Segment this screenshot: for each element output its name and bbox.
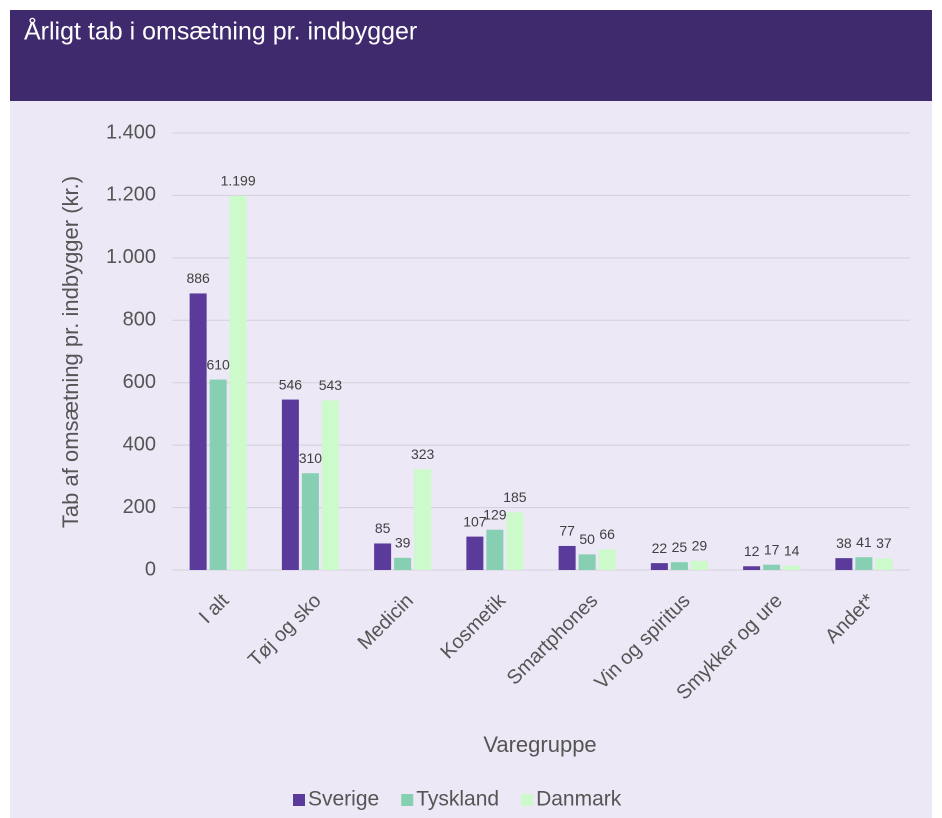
header-banner xyxy=(10,10,932,101)
data-label: 17 xyxy=(764,541,780,557)
bar xyxy=(466,536,484,570)
bar xyxy=(414,469,432,570)
data-label: 14 xyxy=(784,542,800,558)
bar xyxy=(321,400,339,570)
y-tick-label: 1.000 xyxy=(106,246,156,268)
data-label: 77 xyxy=(559,523,575,539)
chart-title: Årligt tab i omsætning pr. indbygger xyxy=(24,16,417,46)
y-axis-title: Tab af omsætning pr. indbygger (kr.) xyxy=(58,176,83,528)
bar xyxy=(783,565,801,570)
data-label: 39 xyxy=(395,535,411,551)
data-label: 546 xyxy=(279,376,303,392)
data-label: 38 xyxy=(836,535,852,551)
legend-swatch xyxy=(401,794,414,806)
data-label: 25 xyxy=(672,539,688,555)
bar xyxy=(281,399,299,570)
bar xyxy=(394,557,412,570)
bar xyxy=(578,554,596,570)
bar xyxy=(558,545,576,570)
bar xyxy=(189,293,207,570)
y-tick-label: 200 xyxy=(123,496,156,518)
y-tick-label: 1.400 xyxy=(106,121,156,143)
bar xyxy=(743,566,761,570)
data-label: 50 xyxy=(579,531,595,547)
y-tick-label: 400 xyxy=(123,433,156,455)
legend-label: Sverige xyxy=(308,788,379,811)
data-label: 41 xyxy=(856,534,872,550)
legend-label: Tyskland xyxy=(416,788,499,811)
bar xyxy=(650,563,668,570)
y-tick-label: 1.200 xyxy=(106,184,156,206)
data-label: 22 xyxy=(652,540,668,556)
bar xyxy=(486,529,504,570)
data-label: 66 xyxy=(599,526,615,542)
y-tick-label: 800 xyxy=(123,309,156,331)
y-tick-label: 600 xyxy=(123,371,156,393)
chart-background xyxy=(10,10,932,818)
legend-swatch xyxy=(521,794,534,806)
bar xyxy=(670,562,688,570)
bar xyxy=(374,543,392,570)
legend-swatch xyxy=(293,794,305,806)
y-tick-label: 0 xyxy=(145,558,156,580)
data-label: 37 xyxy=(876,535,892,551)
data-label: 107 xyxy=(463,513,487,529)
data-label: 129 xyxy=(483,506,507,522)
data-label: 1.199 xyxy=(221,172,256,188)
bar xyxy=(875,558,893,570)
data-label: 185 xyxy=(503,489,527,505)
data-label: 12 xyxy=(744,543,760,559)
bar xyxy=(855,557,873,570)
bar xyxy=(690,560,708,570)
data-label: 29 xyxy=(692,538,708,554)
data-label: 543 xyxy=(319,377,343,393)
bar xyxy=(835,558,853,570)
bar xyxy=(301,473,319,570)
data-label: 323 xyxy=(411,446,435,462)
data-label: 310 xyxy=(299,450,323,466)
bar xyxy=(763,564,781,570)
bar xyxy=(209,379,227,570)
data-label: 85 xyxy=(375,520,391,536)
x-axis-title: Varegruppe xyxy=(483,732,596,757)
data-label: 886 xyxy=(186,270,210,286)
data-label: 610 xyxy=(206,356,230,372)
bar xyxy=(506,512,524,570)
bar xyxy=(229,195,247,570)
bar xyxy=(598,549,616,570)
legend-label: Danmark xyxy=(536,788,622,811)
